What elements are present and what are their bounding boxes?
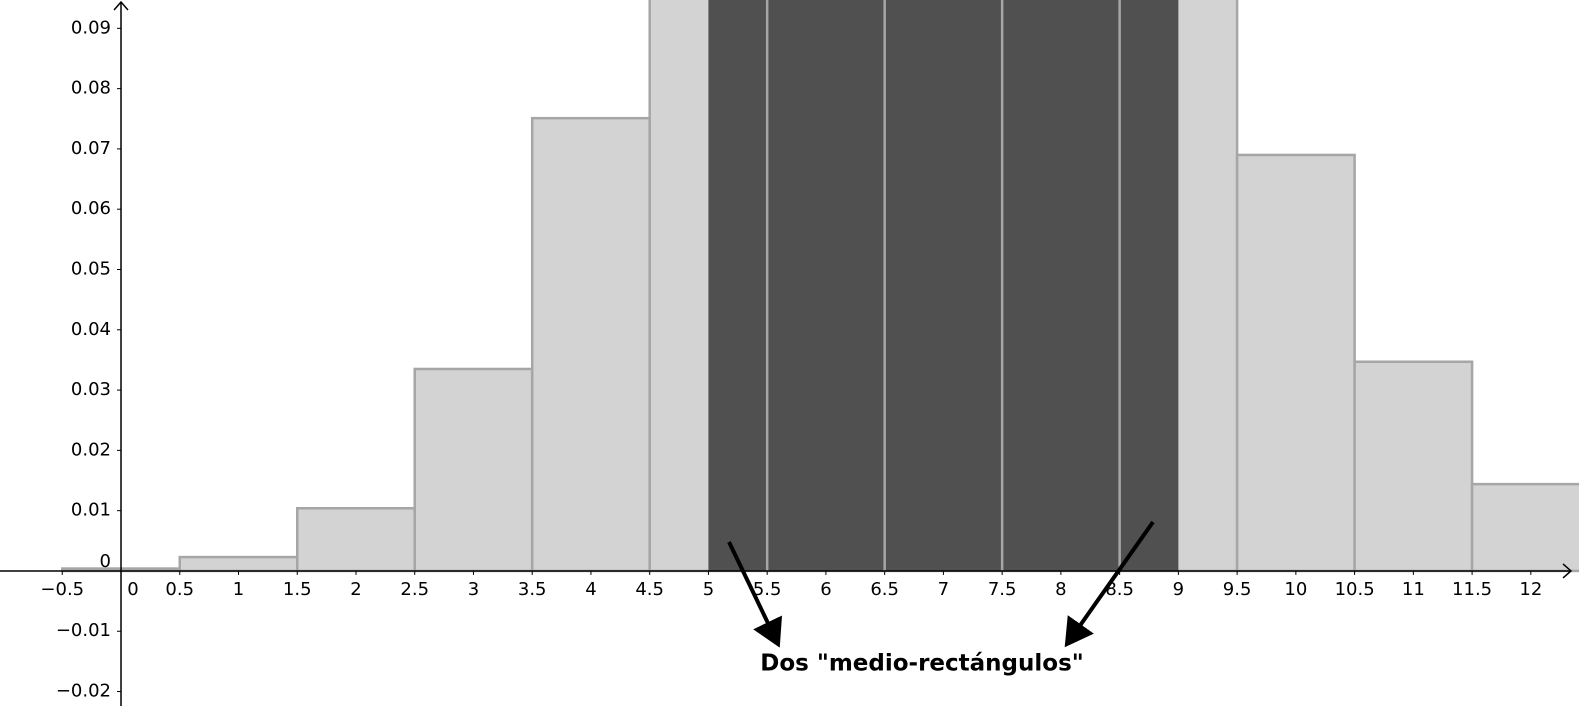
x-tick-label: 10.5 — [1335, 579, 1375, 600]
y-tick-label: 0.04 — [71, 319, 111, 340]
y-axis-arrow — [113, 0, 129, 11]
bar — [1353, 360, 1474, 573]
x-tick-label: 8.5 — [1105, 579, 1134, 600]
y-tick-label: 0.02 — [71, 439, 111, 460]
x-tick-label: 4 — [585, 579, 596, 600]
x-tick-label: 4.5 — [635, 579, 664, 600]
y-tick-label: 0 — [100, 551, 111, 572]
bar — [295, 506, 416, 573]
x-tick-label: 8 — [1055, 579, 1066, 600]
bar — [178, 555, 299, 573]
y-tick-label: 0.09 — [71, 17, 111, 38]
x-tick-label: 1 — [233, 579, 244, 600]
x-tick-label: 12 — [1519, 579, 1542, 600]
x-tick-label: 11.5 — [1452, 579, 1492, 600]
shaded-region — [708, 0, 1179, 571]
x-tick-label: 9.5 — [1223, 579, 1252, 600]
bar — [413, 367, 534, 573]
x-tick-label: 6.5 — [870, 579, 899, 600]
bar — [1235, 153, 1356, 573]
x-tick-label: 10 — [1284, 579, 1307, 600]
x-tick-label: 0 — [127, 579, 138, 600]
x-tick-label: 7.5 — [988, 579, 1017, 600]
y-tick-label: 0.01 — [71, 500, 111, 521]
annotation-arrows — [727, 520, 1155, 648]
x-tick-label: 5.5 — [753, 579, 782, 600]
x-tick-label: 3.5 — [518, 579, 547, 600]
x-tick-label: 1.5 — [283, 579, 312, 600]
y-tick-label: 0.07 — [71, 138, 111, 159]
y-tick-label: 0.06 — [71, 198, 111, 219]
x-tick-label: 6 — [820, 579, 831, 600]
annotation: Dos "medio-rectángulos" — [760, 651, 1084, 677]
x-axis-arrow — [1562, 563, 1573, 579]
arrow — [727, 541, 783, 648]
y-tick-label: 0.03 — [71, 379, 111, 400]
y-tick-label: 0.05 — [71, 258, 111, 279]
x-tick-label: 5 — [703, 579, 714, 600]
bar — [530, 116, 651, 573]
x-tick-label: 11 — [1402, 579, 1425, 600]
y-tick-label: 0.08 — [71, 78, 111, 99]
x-tick-label: 2 — [350, 579, 361, 600]
y-tick-label: −0.02 — [56, 681, 111, 702]
x-tick-label: 2.5 — [400, 579, 429, 600]
x-tick-label: 0.5 — [165, 579, 194, 600]
x-tick-label: 7 — [938, 579, 949, 600]
y-tick-label: −0.01 — [56, 620, 111, 641]
x-tick-label: 3 — [468, 579, 479, 600]
x-tick-label: −0.5 — [40, 579, 84, 600]
arrow — [1064, 520, 1155, 648]
x-tick-label: 9 — [1173, 579, 1184, 600]
bar — [1470, 482, 1579, 573]
